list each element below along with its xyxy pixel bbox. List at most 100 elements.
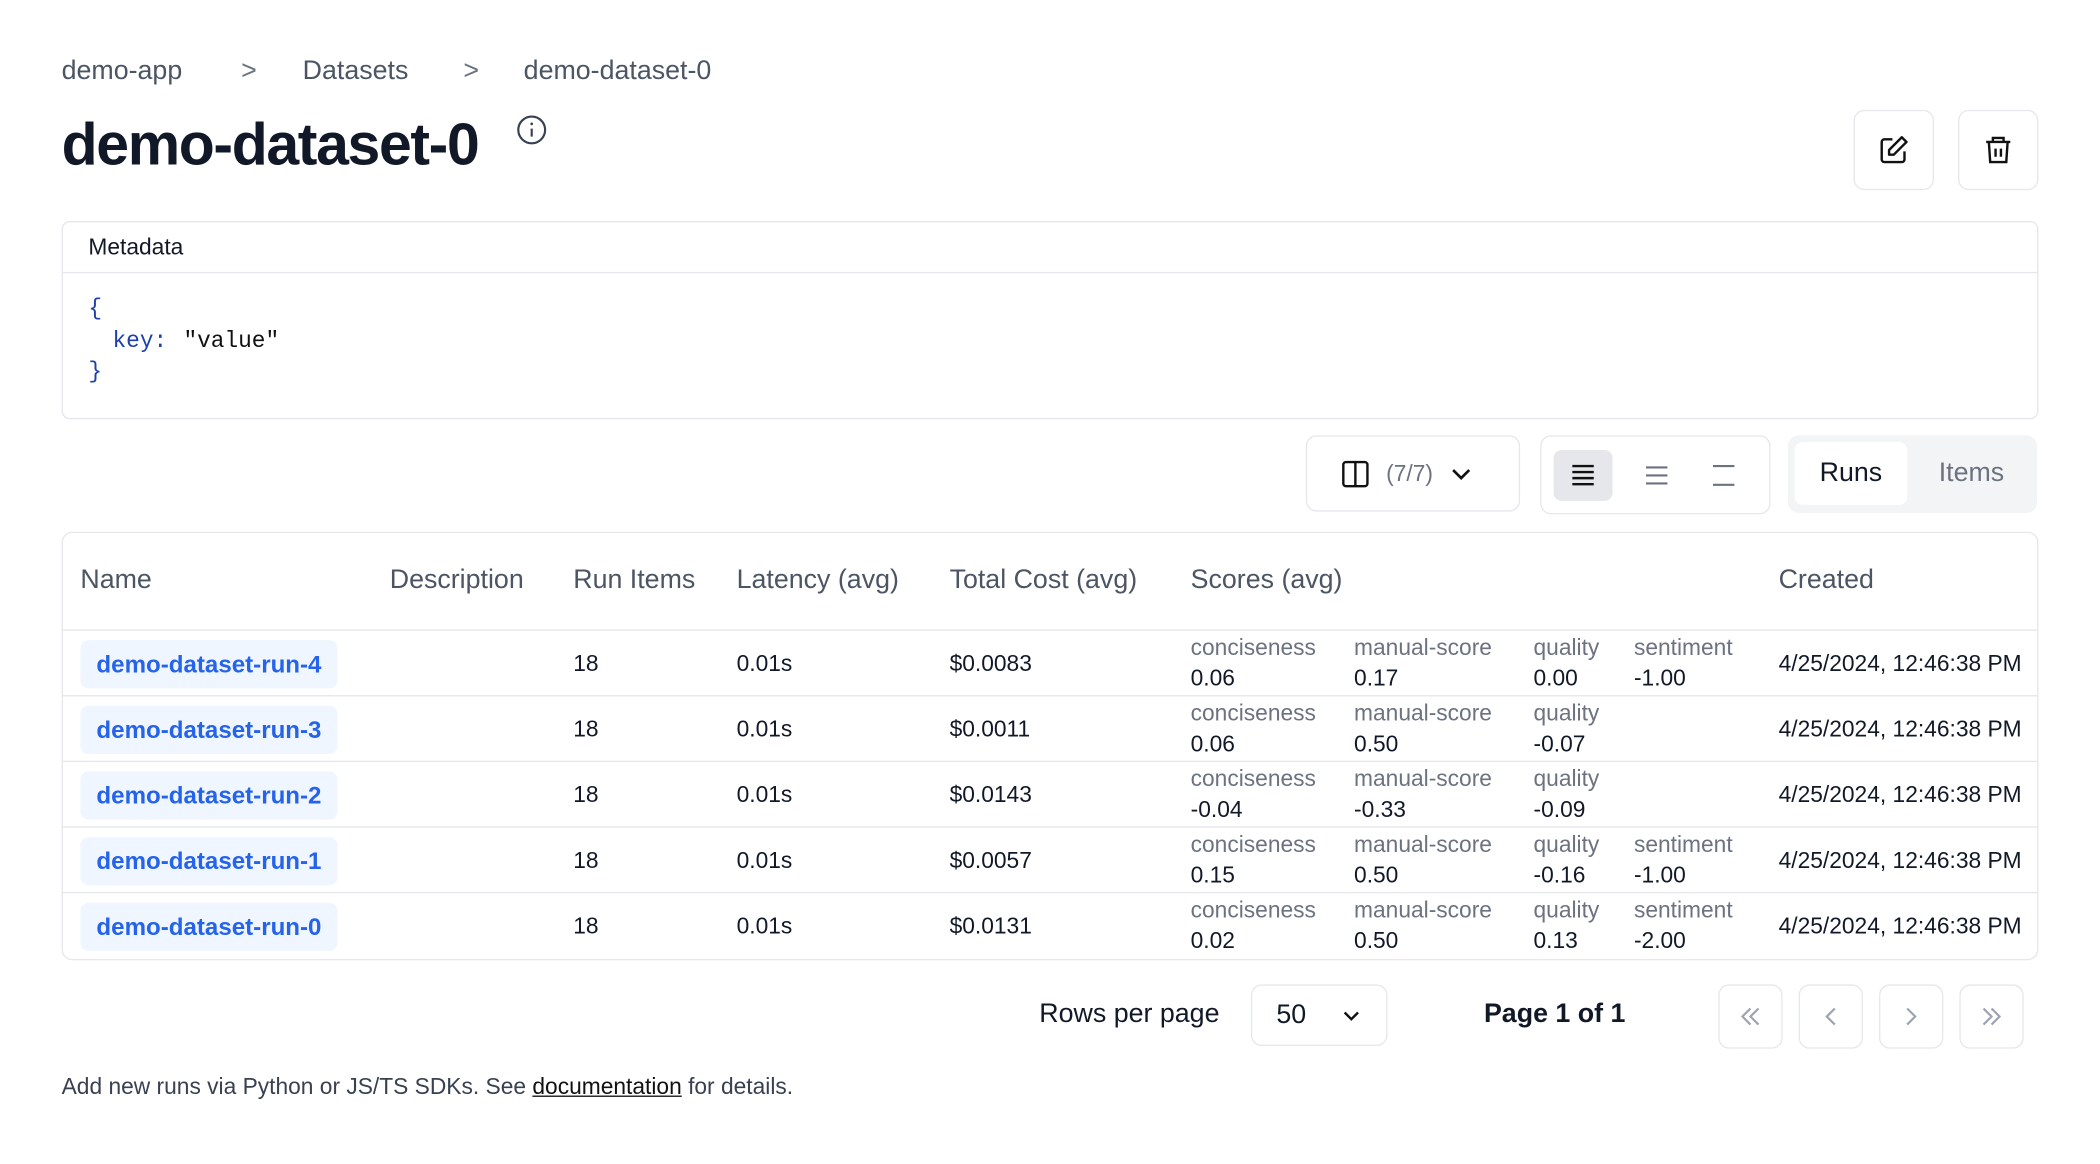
run-items: 18 bbox=[573, 650, 599, 677]
score-name: conciseness bbox=[1190, 766, 1316, 792]
footer-text: Add new runs via Python or JS/TS SDKs. S… bbox=[61, 1074, 533, 1100]
rows-per-page-label: Rows per page bbox=[1039, 999, 1220, 1029]
score: quality -0.07 bbox=[1533, 698, 1599, 760]
score: sentiment -1.00 bbox=[1634, 829, 1733, 891]
score-name: conciseness bbox=[1190, 634, 1316, 661]
score-name: manual-score bbox=[1354, 831, 1492, 858]
score: manual-score 0.50 bbox=[1354, 829, 1492, 891]
run-link[interactable]: demo-dataset-run-2 bbox=[80, 771, 338, 820]
edit-button[interactable] bbox=[1853, 109, 1934, 191]
run-link[interactable]: demo-dataset-run-3 bbox=[80, 705, 338, 755]
latency: 0.01s bbox=[736, 847, 793, 874]
total-cost: $0.0083 bbox=[949, 650, 1032, 677]
score: manual-score 0.50 bbox=[1354, 895, 1492, 957]
breadcrumb-separator: > bbox=[241, 56, 257, 86]
latency: 0.01s bbox=[736, 716, 793, 742]
run-link[interactable]: demo-dataset-run-1 bbox=[80, 837, 338, 886]
breadcrumb-separator: > bbox=[463, 56, 480, 86]
table-row: demo-dataset-run-4 18 0.01s $0.0083 concisen… bbox=[62, 629, 2038, 696]
score-value: -1.00 bbox=[1633, 665, 1686, 692]
table-row: demo-dataset-run-1 18 0.01s $0.0057 concisen… bbox=[62, 826, 2038, 893]
run-items: 18 bbox=[573, 782, 599, 808]
tab[interactable]: Items bbox=[1938, 458, 2005, 488]
column-header: Latency (avg) bbox=[736, 565, 899, 595]
breadcrumb-link[interactable]: demo-app bbox=[61, 56, 183, 86]
run-items: 18 bbox=[573, 913, 599, 939]
score: sentiment -2.00 bbox=[1634, 895, 1733, 957]
rows-per-page-select[interactable]: 50 bbox=[1250, 984, 1388, 1046]
column-header: Created bbox=[1778, 565, 1874, 595]
latency: 0.01s bbox=[736, 782, 793, 808]
column-selector[interactable]: (7/7) bbox=[1305, 435, 1521, 512]
score-name: quality bbox=[1533, 634, 1600, 661]
column-header: Total Cost (avg) bbox=[949, 565, 1138, 595]
score: conciseness 0.06 bbox=[1191, 632, 1316, 694]
score: quality -0.09 bbox=[1533, 763, 1599, 825]
last-page-button[interactable] bbox=[1959, 984, 2024, 1049]
score: conciseness 0.02 bbox=[1191, 895, 1316, 957]
score-name: conciseness bbox=[1190, 831, 1316, 858]
score: conciseness 0.15 bbox=[1191, 829, 1316, 891]
chevron-down bbox=[1452, 468, 1471, 480]
score-name: manual-score bbox=[1354, 634, 1492, 661]
tab-active[interactable]: Runs bbox=[1794, 441, 1908, 505]
score: conciseness -0.04 bbox=[1191, 763, 1316, 825]
columns-icon bbox=[1342, 460, 1369, 487]
latency: 0.01s bbox=[736, 913, 793, 939]
score-name: sentiment bbox=[1633, 831, 1733, 858]
first-page-button[interactable] bbox=[1718, 984, 1783, 1049]
column-header: Description bbox=[389, 565, 524, 595]
column-header: Name bbox=[80, 565, 152, 595]
score-name: manual-score bbox=[1354, 897, 1492, 923]
breadcrumb-link[interactable]: Datasets bbox=[302, 56, 409, 86]
run-items: 18 bbox=[573, 847, 599, 874]
score-value: 0.13 bbox=[1533, 928, 1578, 954]
score: quality -0.16 bbox=[1533, 829, 1599, 891]
score-value: -0.09 bbox=[1533, 796, 1586, 823]
column-count: (7/7) bbox=[1386, 460, 1434, 486]
density-medium[interactable] bbox=[1623, 461, 1690, 488]
score-name: quality bbox=[1533, 831, 1600, 858]
score-name: sentiment bbox=[1633, 897, 1733, 923]
created: 4/25/2024, 12:46:38 PM bbox=[1778, 847, 2022, 874]
edit-icon bbox=[1880, 136, 1908, 164]
density-toggle bbox=[1540, 435, 1771, 515]
runs-table: Name Description Run Items Latency (avg) Tot… bbox=[61, 531, 2039, 961]
chevrons-left bbox=[1740, 1007, 1760, 1026]
prev-page-button[interactable] bbox=[1798, 984, 1863, 1049]
documentation-link[interactable]: documentation bbox=[532, 1074, 682, 1100]
score-value: -0.04 bbox=[1190, 796, 1243, 823]
run-link[interactable]: demo-dataset-run-0 bbox=[80, 902, 338, 951]
score-name: sentiment bbox=[1633, 634, 1733, 661]
footer-text: for details. bbox=[681, 1074, 794, 1100]
score-value: 0.50 bbox=[1354, 731, 1399, 757]
delete-button[interactable] bbox=[1958, 109, 2039, 191]
next-page-button[interactable] bbox=[1879, 984, 1944, 1049]
score-value: 0.50 bbox=[1354, 928, 1399, 954]
metadata-panel: Metadata { key: "value" } bbox=[61, 220, 2039, 420]
score-name: manual-score bbox=[1354, 766, 1492, 792]
score-value: -0.16 bbox=[1533, 862, 1586, 888]
density-dense[interactable] bbox=[1553, 449, 1613, 501]
chevron-left bbox=[1825, 1007, 1836, 1026]
score: quality 0.13 bbox=[1533, 895, 1599, 957]
table-row: demo-dataset-run-3 18 0.01s $0.0011 concisen… bbox=[62, 695, 2038, 762]
score-value: 0.50 bbox=[1354, 862, 1399, 888]
page-title: demo-dataset-0 bbox=[61, 112, 480, 179]
table-row: demo-dataset-run-0 18 0.01s $0.0131 concisen… bbox=[62, 891, 2038, 959]
info-icon[interactable] bbox=[516, 114, 548, 146]
score-value: 0.17 bbox=[1354, 665, 1399, 692]
created: 4/25/2024, 12:46:38 PM bbox=[1778, 913, 2022, 939]
score: conciseness 0.06 bbox=[1191, 698, 1316, 760]
lines-icon bbox=[1572, 464, 1594, 485]
density-loose[interactable] bbox=[1690, 461, 1757, 488]
score-name: conciseness bbox=[1190, 700, 1316, 726]
score-value: -0.07 bbox=[1533, 731, 1586, 757]
score-name: quality bbox=[1533, 700, 1600, 726]
json-brace: } bbox=[88, 360, 103, 386]
created: 4/25/2024, 12:46:38 PM bbox=[1778, 716, 2022, 742]
score: manual-score 0.17 bbox=[1354, 632, 1492, 694]
score: manual-score -0.33 bbox=[1354, 763, 1492, 825]
run-link[interactable]: demo-dataset-run-4 bbox=[80, 640, 338, 689]
